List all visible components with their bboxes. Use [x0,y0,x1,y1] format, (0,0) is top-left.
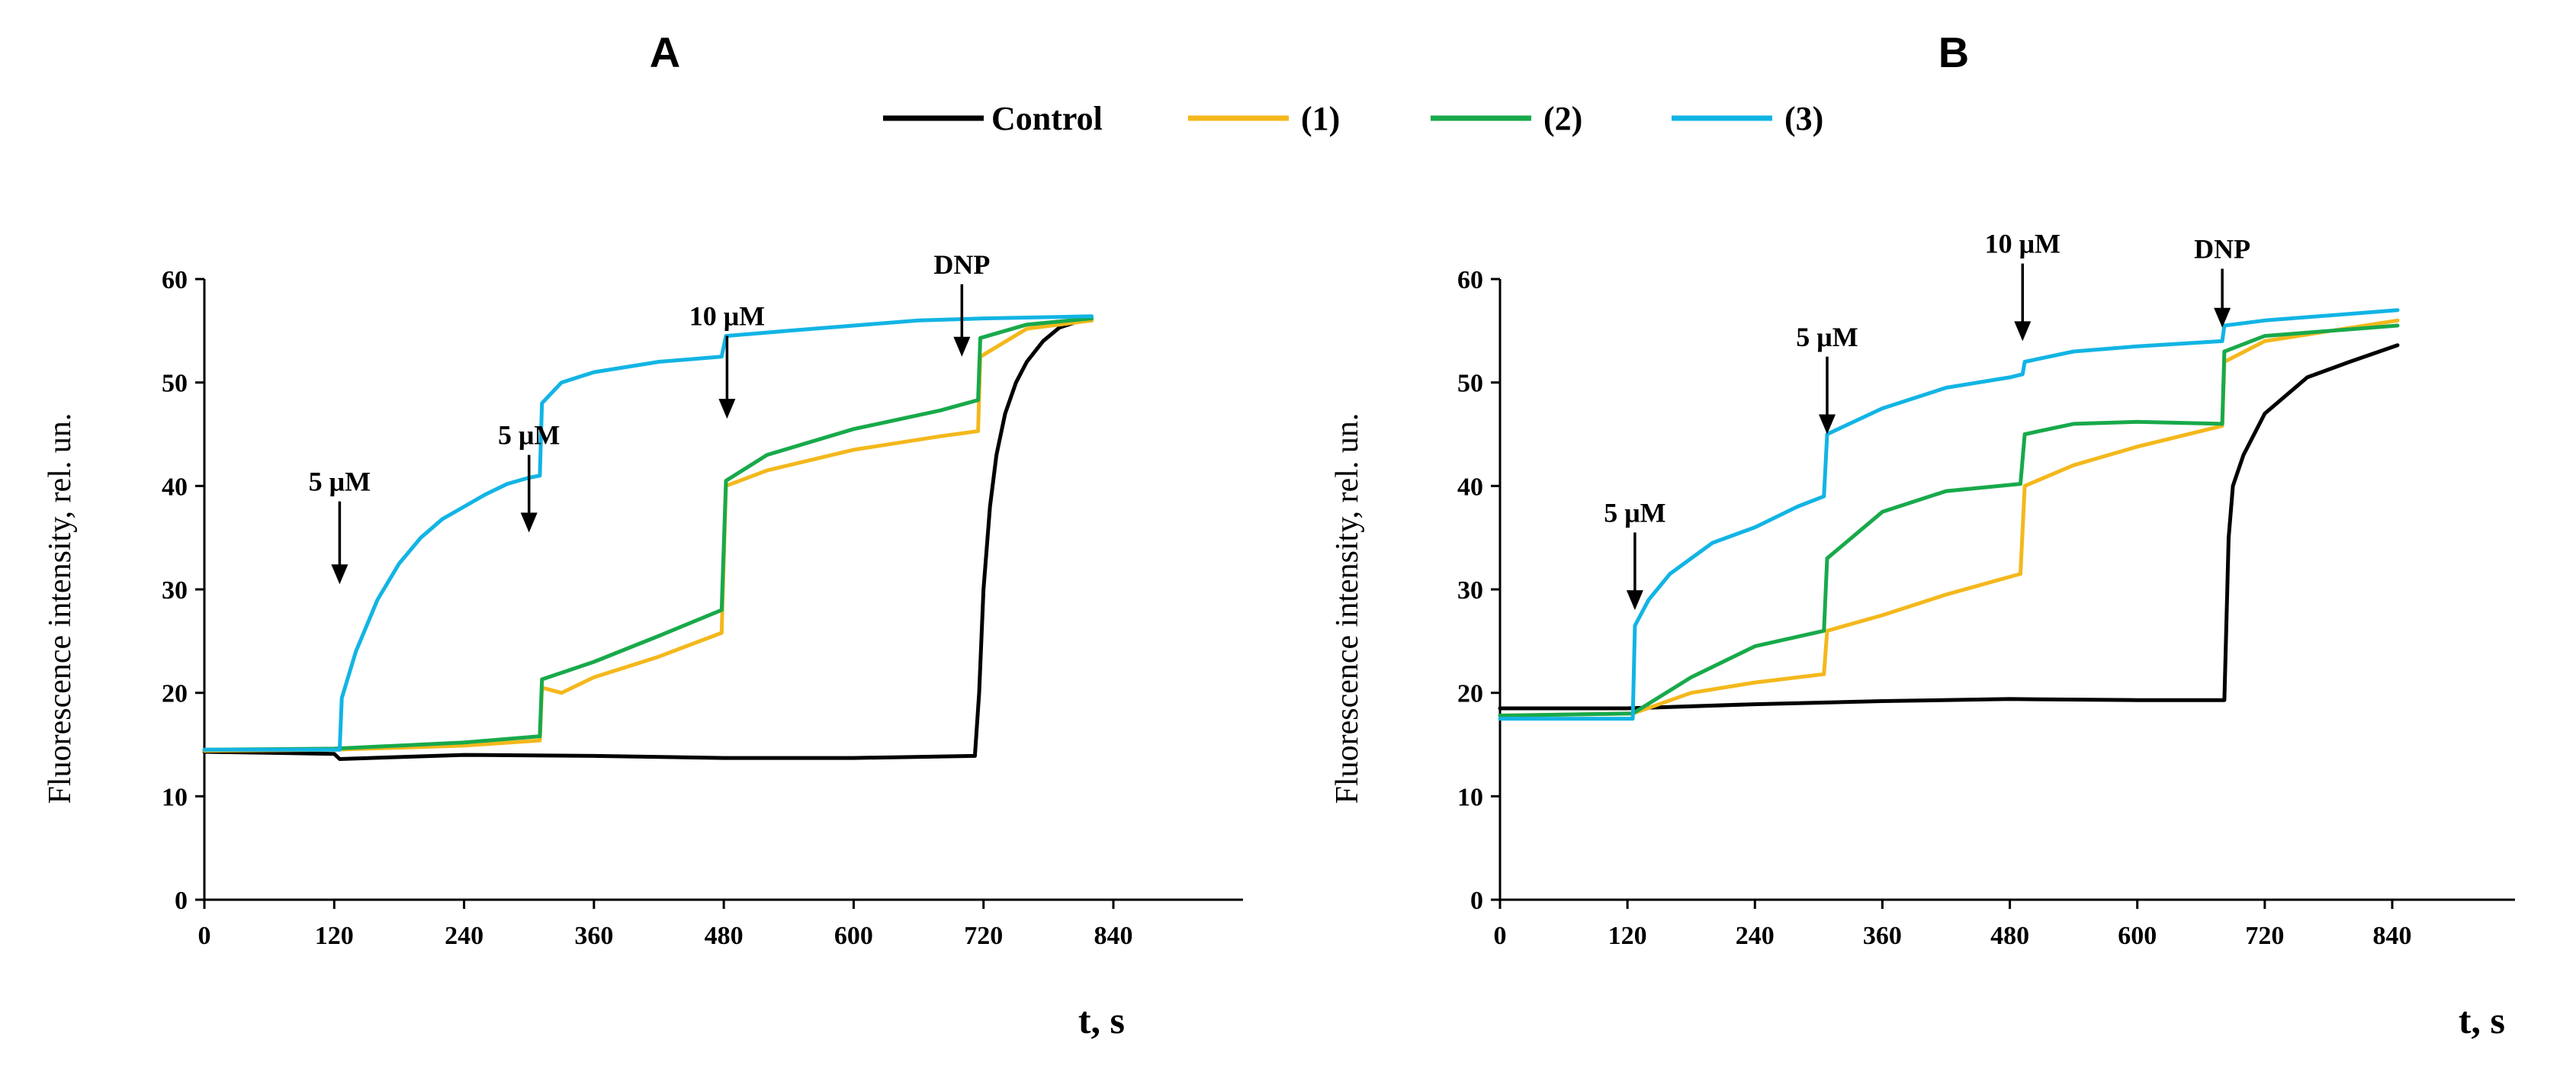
y-tick-label: 40 [1457,473,1483,501]
arrow-head [718,399,736,419]
series-line-control [1498,343,2400,711]
annotation-arrow: 5 μM [498,420,560,533]
panel-a-annotations: 5 μM 5 μM 10 μM DNP [309,249,990,585]
x-tick-label: 360 [1863,922,1902,950]
legend-label-2: (2) [1543,100,1582,137]
arrow-head [331,564,348,585]
x-tick-label: 600 [834,922,873,950]
series-line-control [202,318,1094,761]
annotation-label: 5 μM [1796,322,1858,352]
panel-a: A Fluorescence intensity, rel. un. t, s … [43,28,1243,1042]
x-tick-label: 720 [964,922,1003,950]
legend: Control (1) (2) (3) [883,100,1823,137]
y-tick-label: 40 [162,473,188,501]
x-tick-label: 480 [1990,922,2029,950]
x-tick-label: 480 [705,922,744,950]
panel-b-series [1498,308,2400,721]
panel-a-xlabel: t, s [1078,999,1125,1042]
y-tick-label: 60 [162,266,188,294]
panel-b-ylabel: Fluorescence intensity, rel. un. [1330,413,1365,804]
arrow-head [2214,307,2231,328]
series-line-1 [202,318,1094,753]
annotation-arrow: DNP [2194,233,2250,328]
panel-b-title: B [1938,28,1969,76]
legend-entry-3: (3) [1672,100,1823,137]
annotation-arrow: DNP [933,249,990,357]
x-tick-label: 840 [2373,922,2412,950]
y-tick-label: 60 [1457,266,1483,294]
panel-b-xticks: 0 120 240 360 480 600 720 840 [1494,900,2412,950]
annotation-arrow: 5 μM [309,467,371,585]
annotation-label: 10 μM [1985,229,2060,259]
x-tick-label: 0 [1494,922,1507,950]
x-tick-label: 120 [315,922,354,950]
y-tick-label: 50 [162,370,188,398]
panel-b: B Fluorescence intensity, rel. un. t, s … [1330,28,2515,1042]
y-tick-label: 0 [1470,887,1483,915]
series-line-3 [202,314,1094,752]
legend-label-1: (1) [1301,100,1340,137]
panel-a-xticks: 0 120 240 360 480 600 720 840 [198,900,1133,950]
panel-b-annotations: 5 μM 5 μM 10 μM DNP [1604,229,2250,611]
x-tick-label: 240 [445,922,483,950]
panel-a-title: A [650,28,680,76]
y-tick-label: 10 [1457,783,1483,811]
y-tick-label: 10 [162,783,188,811]
annotation-label: 5 μM [1604,497,1665,528]
x-tick-label: 840 [1094,922,1133,950]
x-tick-label: 360 [574,922,613,950]
annotation-label: 5 μM [498,420,560,451]
y-tick-label: 30 [1457,576,1483,605]
panel-b-xlabel: t, s [2459,999,2505,1042]
x-tick-label: 120 [1608,922,1647,950]
y-tick-label: 20 [1457,680,1483,708]
annotation-label: 10 μM [689,301,765,332]
x-tick-label: 600 [2118,922,2157,950]
panel-b-yticks: 0 10 20 30 40 50 60 [1457,266,1500,915]
legend-entry-1: (1) [1188,100,1340,137]
annotation-label: DNP [933,249,990,280]
legend-label-3: (3) [1784,100,1823,137]
panel-a-ylabel: Fluorescence intensity, rel. un. [43,413,78,804]
x-tick-label: 0 [198,922,211,950]
legend-label-control: Control [991,100,1103,137]
arrow-head [2014,321,2032,342]
x-tick-label: 720 [2245,922,2284,950]
arrow-head [1626,590,1643,611]
panel-a-series [202,314,1094,761]
y-tick-label: 50 [1457,370,1483,398]
legend-entry-2: (2) [1431,100,1582,137]
x-tick-label: 240 [1736,922,1775,950]
arrow-head [1819,414,1836,435]
annotation-arrow: 10 μM [1985,229,2060,342]
series-line-3 [1498,308,2400,721]
y-tick-label: 30 [162,576,188,605]
y-tick-label: 0 [175,887,188,915]
panel-b-axes [1498,279,2515,901]
annotation-label: 5 μM [309,467,371,497]
annotation-arrow: 10 μM [689,301,765,419]
arrow-head [953,336,971,357]
annotation-arrow: 5 μM [1796,322,1858,435]
panel-a-yticks: 0 10 20 30 40 50 60 [162,266,204,915]
y-tick-label: 20 [162,680,188,708]
series-line-2 [202,316,1094,752]
annotation-label: DNP [2194,233,2250,264]
annotation-arrow: 5 μM [1604,497,1666,611]
legend-entry-control: Control [883,100,1103,137]
arrow-head [520,512,538,533]
series-line-2 [1498,323,2400,717]
